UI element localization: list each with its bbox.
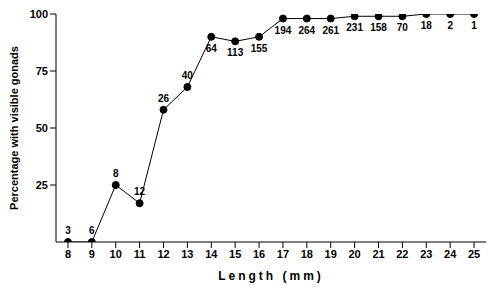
svg-text:16: 16 xyxy=(253,248,265,260)
svg-text:8: 8 xyxy=(65,248,71,260)
svg-text:261: 261 xyxy=(322,25,339,36)
svg-text:25: 25 xyxy=(468,248,480,260)
svg-text:75: 75 xyxy=(36,65,48,77)
svg-text:6: 6 xyxy=(89,225,95,236)
svg-text:18: 18 xyxy=(421,20,433,31)
svg-text:12: 12 xyxy=(157,248,169,260)
svg-text:2: 2 xyxy=(447,20,453,31)
svg-text:22: 22 xyxy=(396,248,408,260)
svg-text:158: 158 xyxy=(370,22,387,33)
svg-text:64: 64 xyxy=(206,43,218,54)
svg-text:8: 8 xyxy=(113,168,119,179)
svg-text:20: 20 xyxy=(348,248,360,260)
svg-text:113: 113 xyxy=(227,47,244,58)
svg-text:9: 9 xyxy=(89,248,95,260)
svg-text:11: 11 xyxy=(134,248,146,260)
svg-text:194: 194 xyxy=(275,25,292,36)
svg-text:Percentage with visible gonads: Percentage with visible gonads xyxy=(8,46,20,210)
svg-text:21: 21 xyxy=(372,248,384,260)
svg-text:24: 24 xyxy=(444,248,457,260)
svg-text:231: 231 xyxy=(346,22,363,33)
svg-text:40: 40 xyxy=(182,70,194,81)
svg-text:264: 264 xyxy=(298,25,315,36)
svg-text:14: 14 xyxy=(205,248,218,260)
svg-text:100: 100 xyxy=(30,8,48,20)
svg-text:12: 12 xyxy=(134,186,146,197)
svg-text:10: 10 xyxy=(110,248,122,260)
svg-text:26: 26 xyxy=(158,93,170,104)
svg-text:70: 70 xyxy=(397,22,409,33)
svg-text:23: 23 xyxy=(420,248,432,260)
svg-text:15: 15 xyxy=(229,248,241,260)
svg-text:50: 50 xyxy=(36,122,48,134)
svg-text:3: 3 xyxy=(65,225,71,236)
svg-text:Length (mm): Length (mm) xyxy=(218,269,324,283)
svg-text:25: 25 xyxy=(36,179,48,191)
svg-text:155: 155 xyxy=(251,43,268,54)
svg-text:18: 18 xyxy=(301,248,313,260)
svg-text:19: 19 xyxy=(325,248,337,260)
svg-text:17: 17 xyxy=(277,248,289,260)
svg-text:1: 1 xyxy=(471,20,477,31)
svg-text:13: 13 xyxy=(181,248,193,260)
